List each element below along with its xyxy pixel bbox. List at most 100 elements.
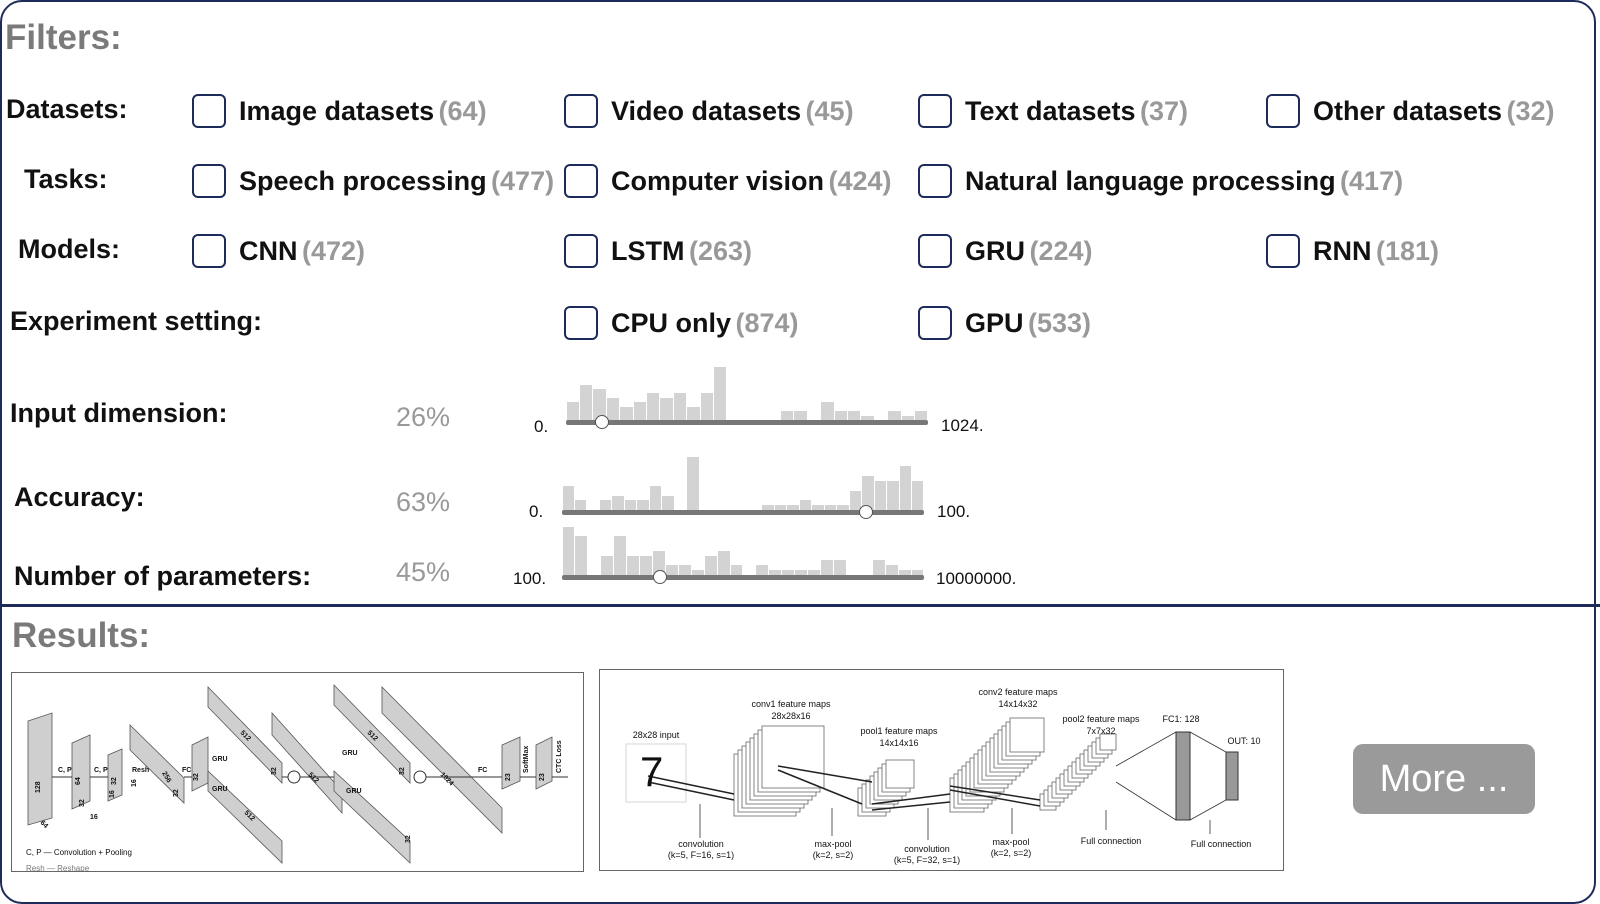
histogram-bar bbox=[575, 536, 588, 575]
result-card-cnn-architecture[interactable]: 7 28x28 input conv1 feature maps 28x28x1… bbox=[599, 669, 1284, 871]
histogram-bar bbox=[624, 500, 637, 510]
histogram-bar bbox=[872, 560, 885, 575]
range-min-input-dimension: 0. bbox=[534, 417, 549, 436]
diagram-text: GRU bbox=[342, 750, 358, 757]
checkbox-cnn[interactable]: CNN (472) bbox=[192, 232, 365, 270]
diagram-text: 32 bbox=[405, 835, 412, 843]
option-count: (533) bbox=[1027, 307, 1091, 338]
histogram-bar bbox=[614, 536, 627, 575]
checkbox-speech-processing[interactable]: Speech processing (477) bbox=[192, 162, 554, 200]
slider-track[interactable] bbox=[562, 510, 924, 515]
checkbox-gpu[interactable]: GPU (533) bbox=[918, 304, 1091, 342]
diagram-text: C, P bbox=[94, 767, 108, 774]
checkbox-box[interactable] bbox=[564, 164, 598, 198]
diagram-text: Full connection bbox=[1191, 839, 1252, 849]
range-slider-input-dimension[interactable] bbox=[566, 362, 928, 432]
checkbox-image-datasets[interactable]: Image datasets (64) bbox=[192, 92, 487, 130]
checkbox-cpu-only[interactable]: CPU only (874) bbox=[564, 304, 799, 342]
slider-thumb[interactable] bbox=[652, 570, 667, 584]
checkbox-box[interactable] bbox=[564, 94, 598, 128]
diagram-text: (k=5, F=16, s=1) bbox=[668, 850, 734, 860]
histogram-bar bbox=[601, 555, 614, 575]
diagram-text: 64 bbox=[39, 819, 50, 830]
option-count: (64) bbox=[438, 95, 487, 126]
diagram-text: (k=5, F=32, s=1) bbox=[894, 855, 960, 865]
histogram-bar bbox=[812, 505, 824, 510]
checkbox-box[interactable] bbox=[918, 306, 952, 340]
option-count: (424) bbox=[828, 165, 892, 196]
checkbox-lstm[interactable]: LSTM (263) bbox=[564, 232, 752, 270]
row-label-models: Models: bbox=[18, 234, 121, 264]
histogram-bar bbox=[911, 570, 924, 575]
histogram-bar bbox=[713, 366, 727, 420]
diagram-text: 28x28 input bbox=[633, 730, 680, 740]
diagram-text: Full connection bbox=[1081, 836, 1142, 846]
option-count: (874) bbox=[735, 307, 799, 338]
histogram-bar bbox=[662, 495, 674, 510]
option-label: CNN bbox=[239, 235, 298, 266]
histogram-bar bbox=[787, 505, 799, 510]
section-divider bbox=[0, 604, 1600, 607]
checkbox-box[interactable] bbox=[918, 234, 952, 268]
slider-track[interactable] bbox=[566, 420, 928, 425]
diagram-text: CTC Loss bbox=[556, 740, 563, 773]
checkbox-box[interactable] bbox=[192, 164, 226, 198]
checkbox-box[interactable] bbox=[564, 234, 598, 268]
diagram-text: GRU bbox=[212, 786, 228, 793]
range-min-accuracy: 0. bbox=[529, 502, 544, 521]
histogram-bar bbox=[862, 476, 874, 510]
range-label-input-dimension: Input dimension: bbox=[10, 398, 228, 428]
range-percent-input-dimension: 26% bbox=[396, 402, 451, 432]
diagram-text: 7x7x32 bbox=[1086, 726, 1115, 736]
histogram-bar bbox=[700, 393, 713, 420]
row-label-tasks: Tasks: bbox=[24, 164, 108, 194]
checkbox-box[interactable] bbox=[918, 164, 952, 198]
diagram-text: 32 bbox=[79, 799, 86, 807]
range-percent-number-of-parameters: 45% bbox=[396, 557, 451, 587]
checkbox-text-datasets[interactable]: Text datasets (37) bbox=[918, 92, 1188, 130]
option-count: (263) bbox=[688, 235, 752, 266]
histogram-bar bbox=[730, 565, 743, 575]
diagram-text: 64 bbox=[75, 777, 82, 785]
diagram-text: OUT: 10 bbox=[1227, 736, 1260, 746]
range-min-number-of-parameters: 100. bbox=[513, 569, 547, 588]
histogram-bar bbox=[834, 411, 848, 420]
checkbox-gru[interactable]: GRU (224) bbox=[918, 232, 1092, 270]
histogram-bar bbox=[646, 393, 660, 420]
more-results-button[interactable]: More ... bbox=[1353, 744, 1535, 814]
diagram-legend-2: Resh — Reshape bbox=[26, 864, 90, 872]
checkbox-box[interactable] bbox=[192, 94, 226, 128]
diagram-text: C, P bbox=[58, 767, 72, 774]
diagram-text: 16 bbox=[90, 814, 98, 821]
diagram-text: 256 bbox=[160, 771, 172, 785]
option-label: Speech processing bbox=[239, 165, 487, 196]
option-label: LSTM bbox=[611, 235, 685, 266]
histogram-bar bbox=[562, 485, 574, 510]
checkbox-box[interactable] bbox=[918, 94, 952, 128]
checkbox-natural-language-processing[interactable]: Natural language processing (417) bbox=[918, 162, 1403, 200]
checkbox-box[interactable] bbox=[192, 234, 226, 268]
option-count: (472) bbox=[301, 235, 365, 266]
checkbox-rnn[interactable]: RNN (181) bbox=[1266, 232, 1439, 270]
range-slider-accuracy[interactable] bbox=[562, 452, 924, 522]
checkbox-box[interactable] bbox=[564, 306, 598, 340]
option-count: (181) bbox=[1375, 235, 1439, 266]
histogram-bar bbox=[562, 526, 575, 575]
range-slider-number-of-parameters[interactable] bbox=[562, 522, 924, 587]
range-label-accuracy: Accuracy: bbox=[14, 482, 145, 512]
histogram-bar bbox=[848, 411, 861, 420]
slider-thumb[interactable] bbox=[859, 505, 874, 519]
checkbox-other-datasets[interactable]: Other datasets (32) bbox=[1266, 92, 1555, 130]
diagram-text: 32 bbox=[271, 767, 278, 775]
result-card-gru-architecture[interactable]: C, P C, P Resh FC GRU GRU GRU GRU FC Sof… bbox=[11, 672, 584, 872]
option-label: Video datasets bbox=[611, 95, 802, 126]
checkbox-box[interactable] bbox=[1266, 94, 1300, 128]
slider-thumb[interactable] bbox=[595, 415, 610, 429]
checkbox-box[interactable] bbox=[1266, 234, 1300, 268]
histogram-bar bbox=[888, 411, 901, 420]
checkbox-computer-vision[interactable]: Computer vision (424) bbox=[564, 162, 892, 200]
diagram-text: SoftMax bbox=[523, 746, 530, 773]
slider-track[interactable] bbox=[562, 575, 924, 580]
histogram-bar bbox=[593, 388, 606, 420]
checkbox-video-datasets[interactable]: Video datasets (45) bbox=[564, 92, 854, 130]
